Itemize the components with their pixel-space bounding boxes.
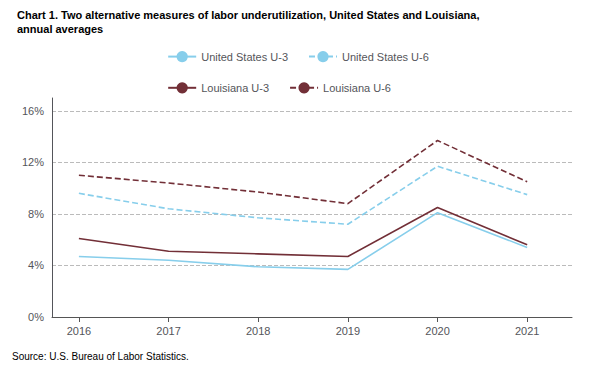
svg-text:2018: 2018: [246, 325, 270, 337]
svg-text:2021: 2021: [515, 325, 539, 337]
svg-text:2017: 2017: [156, 325, 180, 337]
svg-text:4%: 4%: [28, 259, 44, 271]
svg-text:Louisiana U-3: Louisiana U-3: [201, 82, 269, 94]
svg-text:2020: 2020: [425, 325, 449, 337]
svg-text:2019: 2019: [336, 325, 360, 337]
svg-text:16%: 16%: [22, 105, 44, 117]
svg-text:United States U-3: United States U-3: [201, 51, 288, 63]
svg-text:United States U-6: United States U-6: [342, 51, 429, 63]
svg-text:8%: 8%: [28, 208, 44, 220]
svg-text:annual averages: annual averages: [17, 23, 103, 35]
svg-text:12%: 12%: [22, 156, 44, 168]
svg-text:2016: 2016: [67, 325, 91, 337]
svg-text:Chart 1. Two alternative measu: Chart 1. Two alternative measures of lab…: [17, 9, 480, 21]
svg-text:Source: U.S. Bureau of Labor S: Source: U.S. Bureau of Labor Statistics.: [12, 351, 189, 362]
svg-text:0%: 0%: [28, 311, 44, 323]
svg-text:Louisiana U-6: Louisiana U-6: [323, 82, 391, 94]
